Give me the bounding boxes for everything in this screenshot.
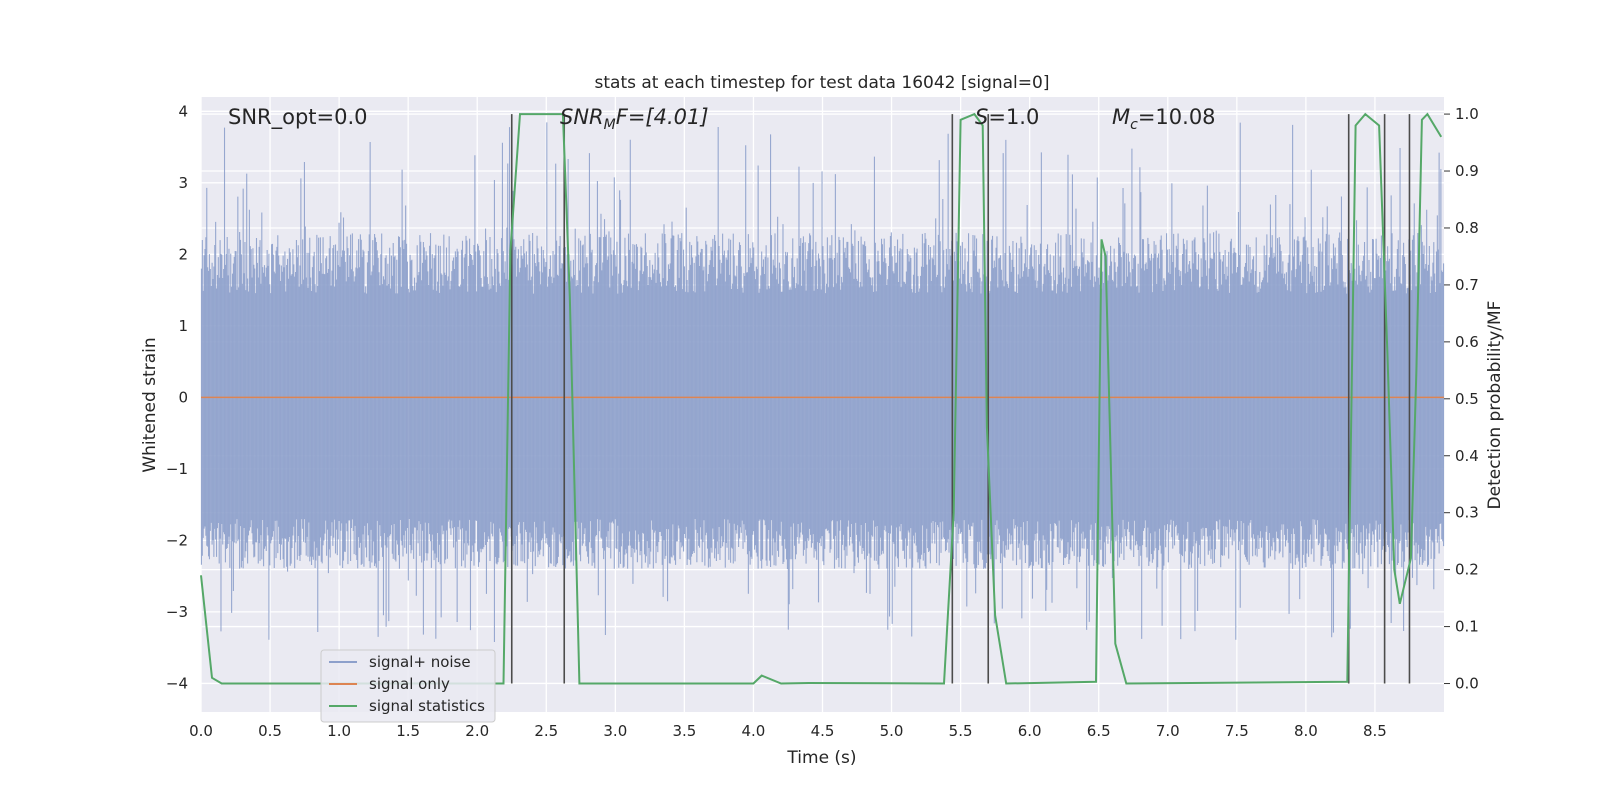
- legend-label-signal-only: signal only: [369, 675, 450, 693]
- y-right-tick-label: 0.6: [1455, 333, 1479, 351]
- x-tick-label: 2.5: [534, 722, 558, 740]
- x-tick-label: 6.0: [1018, 722, 1042, 740]
- signal-statistics-series: [200, 112, 1443, 685]
- y-right-tick-label: 0.4: [1455, 447, 1479, 465]
- x-axis-ticks: 0.0 0.5 1.0 1.5 2.0 2.5 3.0 3.5 4.0 4.5 5.0 5.5 6.0 6…: [189, 722, 1387, 740]
- y-axis-ticks: 4 3 2 1 0 −1 −2 −3 −4: [166, 102, 188, 692]
- chart-title: stats at each timestep for test data 160…: [595, 73, 1050, 93]
- y-tick-label: 1: [178, 317, 188, 335]
- x-tick-label: 5.5: [949, 722, 973, 740]
- x-tick-label: 8.5: [1363, 722, 1387, 740]
- y-tick-label: 2: [178, 245, 188, 263]
- y-right-tick-label: 1.0: [1455, 105, 1479, 123]
- annotation-snr-mf: SNRMF=[4.01]: [560, 105, 709, 133]
- y-tick-label: −4: [166, 674, 188, 692]
- legend-box: [320, 649, 496, 723]
- y-axis-label: Whitened strain: [140, 337, 160, 472]
- y-right-axis-label: Detection probability/MF: [1485, 301, 1505, 510]
- annotation-s: S=1.0: [975, 105, 1039, 129]
- x-tick-label: 3.0: [603, 722, 627, 740]
- x-tick-label: 5.0: [880, 722, 904, 740]
- x-tick-label: 7.5: [1225, 722, 1249, 740]
- y-right-tick-label: 0.0: [1455, 675, 1479, 693]
- y-right-tick-label: 0.1: [1455, 618, 1479, 636]
- x-tick-label: 8.0: [1294, 722, 1318, 740]
- y-right-tick-label: 0.2: [1455, 561, 1479, 579]
- x-tick-label: 0.5: [258, 722, 282, 740]
- y-tick-label: −2: [166, 531, 188, 549]
- y-right-tick-label: 0.7: [1455, 276, 1479, 294]
- legend-label-signal-statistics: signal statistics: [369, 697, 485, 715]
- y-right-tick-label: 0.9: [1455, 162, 1479, 180]
- y-tick-label: 3: [178, 174, 188, 192]
- x-axis-label: Time (s): [786, 748, 856, 768]
- y-right-tick-label: 0.3: [1455, 504, 1479, 522]
- x-tick-label: 6.5: [1087, 722, 1111, 740]
- y-tick-label: −1: [166, 460, 188, 478]
- x-tick-label: 1.0: [327, 722, 351, 740]
- legend: signal+ noise signal only signal statist…: [320, 649, 496, 723]
- x-tick-label: 4.0: [742, 722, 766, 740]
- legend-label-signal-noise: signal+ noise: [369, 653, 471, 671]
- x-tick-label: 3.5: [672, 722, 696, 740]
- x-tick-label: 7.0: [1156, 722, 1180, 740]
- y-tick-label: 4: [178, 102, 188, 120]
- y-tick-label: 0: [178, 388, 188, 406]
- x-tick-label: 4.5: [811, 722, 835, 740]
- y-tick-label: −3: [166, 603, 188, 621]
- annotation-snr-opt: SNR_opt=0.0: [228, 105, 368, 130]
- annotation-mc: Mc=10.08: [1112, 105, 1216, 133]
- y-right-tick-label: 0.5: [1455, 390, 1479, 408]
- y-right-axis-ticks: 1.0 0.9 0.8 0.7 0.6 0.5 0.4 0.3 0.2 0.1 0.0: [1444, 105, 1479, 693]
- x-tick-label: 0.0: [189, 722, 213, 740]
- x-tick-label: 1.5: [396, 722, 420, 740]
- y-right-tick-label: 0.8: [1455, 219, 1479, 237]
- signal-plus-noise-series: [200, 122, 1445, 642]
- x-tick-label: 2.0: [465, 722, 489, 740]
- signal-statistics-line: [200, 112, 1443, 685]
